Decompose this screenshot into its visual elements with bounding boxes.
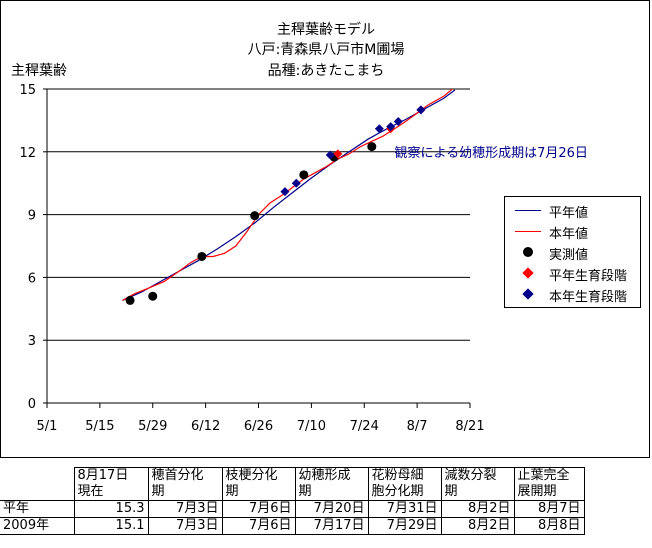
x-tick-label: 8/7 bbox=[407, 419, 428, 434]
growth-stage-table: 8月17日 現在 穂首分化期 枝梗分化期 幼穂形成期 花粉母細 胞分化期 減数分裂期… bbox=[0, 467, 585, 535]
series-line bbox=[122, 89, 454, 301]
x-tick-label: 7/10 bbox=[297, 419, 326, 434]
x-tick-label: 5/29 bbox=[138, 419, 167, 434]
header-cell-neck-node: 穂首分化期 bbox=[147, 467, 223, 501]
chart-title-line-2: 八戸:青森県八戸市M圃場 bbox=[248, 41, 405, 58]
row-label: 平年 bbox=[0, 500, 75, 518]
x-tick-label: 6/12 bbox=[191, 419, 220, 434]
legend-item-current-line: 本年値 bbox=[505, 221, 640, 242]
table-cell: 7月6日 bbox=[221, 517, 296, 535]
header-text: 穂首分化 bbox=[151, 468, 204, 484]
table-cell: 7月20日 bbox=[294, 500, 369, 518]
data-point-stage bbox=[374, 124, 384, 134]
header-cell-panicle-formation: 幼穂形成期 bbox=[294, 467, 369, 501]
table-cell: 7月31日 bbox=[367, 500, 442, 518]
legend-item-measured: 実測値 bbox=[505, 242, 640, 263]
header-text: 止葉完全 bbox=[517, 468, 570, 484]
data-point-measured bbox=[250, 211, 260, 221]
data-point-stage bbox=[416, 105, 426, 115]
table-cell: 8月2日 bbox=[440, 517, 515, 535]
table-cell: 8月7日 bbox=[513, 500, 585, 518]
legend-line-swatch bbox=[515, 210, 541, 211]
legend-label: 本年値 bbox=[549, 227, 589, 242]
x-tick-label: 7/24 bbox=[350, 419, 379, 434]
leaf-age-chart: 主稈葉齢モデル 八戸:青森県八戸市M圃場 品種:あきたこまち 主稈葉齢 0 3 6 9… bbox=[11, 21, 588, 434]
table-cell: 7月29日 bbox=[367, 517, 442, 535]
y-tick-label: 9 bbox=[28, 209, 36, 224]
chart-annotation: 観察による幼穂形成期は7月26日 bbox=[394, 146, 587, 161]
header-text: 現在 bbox=[77, 484, 104, 499]
header-text: 枝梗分化 bbox=[225, 468, 278, 484]
y-tick-label: 12 bbox=[19, 146, 36, 161]
legend-label: 平年生育段階 bbox=[549, 269, 628, 284]
header-text: 花粉母細 bbox=[371, 468, 424, 484]
legend-item-normal-stage: 平年生育段階 bbox=[505, 263, 640, 284]
data-point-stage bbox=[291, 178, 301, 188]
legend-circle-marker bbox=[523, 247, 533, 257]
table-cell: 7月6日 bbox=[221, 500, 296, 518]
legend-diamond-marker bbox=[522, 267, 534, 279]
header-text: 胞分化期 bbox=[371, 484, 424, 499]
legend: 平年値 本年値 実測値 平年生育段階 本年生育段階 bbox=[504, 196, 641, 308]
legend-item-current-stage: 本年生育段階 bbox=[505, 284, 640, 305]
y-axis-label: 主稈葉齢 bbox=[11, 63, 67, 79]
table-cell: 7月17日 bbox=[294, 517, 369, 535]
header-cell-flag-leaf: 止葉完全 展開期 bbox=[513, 467, 585, 501]
data-point-stage bbox=[333, 149, 343, 159]
y-tick-label: 0 bbox=[28, 397, 36, 412]
y-tick-label: 3 bbox=[28, 334, 36, 349]
x-tick-label: 5/15 bbox=[85, 419, 114, 434]
row-label: 2009年 bbox=[0, 517, 75, 535]
x-tick-label: 8/21 bbox=[455, 419, 484, 434]
table-cell: 7月3日 bbox=[147, 500, 223, 518]
y-tick-label: 15 bbox=[19, 83, 36, 98]
legend-diamond-marker bbox=[522, 288, 534, 300]
x-tick-label: 6/26 bbox=[244, 419, 273, 434]
header-text: 減数分裂 bbox=[444, 468, 497, 484]
header-cell-current-leaf-age: 8月17日 現在 bbox=[73, 467, 149, 501]
table-corner-cell bbox=[0, 468, 74, 501]
chart-title-line-1: 主稈葉齢モデル bbox=[277, 21, 375, 38]
header-text: 期 bbox=[151, 484, 165, 499]
legend-label: 平年値 bbox=[549, 206, 589, 221]
x-tick-label: 5/1 bbox=[37, 419, 58, 434]
table-cell: 7月3日 bbox=[147, 517, 223, 535]
header-text: 展開期 bbox=[517, 484, 557, 499]
header-cell-branch: 枝梗分化期 bbox=[221, 467, 296, 501]
chart-area: 主稈葉齢モデル 八戸:青森県八戸市M圃場 品種:あきたこまち 主稈葉齢 0 3 6 9… bbox=[0, 0, 650, 458]
table-cell: 15.3 bbox=[73, 500, 149, 518]
data-point-stage bbox=[386, 122, 396, 132]
data-point-stage bbox=[393, 116, 403, 126]
data-point-measured bbox=[125, 295, 135, 305]
header-text: 期 bbox=[298, 484, 312, 499]
table-header-row: 8月17日 現在 穂首分化期 枝梗分化期 幼穂形成期 花粉母細 胞分化期 減数分裂期… bbox=[0, 467, 585, 501]
table-row: 2009年 15.1 7月3日 7月6日 7月17日 7月29日 8月2日 8月… bbox=[0, 517, 585, 535]
y-tick-label: 6 bbox=[28, 271, 36, 286]
data-point-measured bbox=[367, 142, 377, 152]
legend-label: 本年生育段階 bbox=[549, 290, 628, 305]
data-point-stage bbox=[280, 187, 290, 197]
header-text: 期 bbox=[225, 484, 239, 499]
chart-title-line-3: 品種:あきたこまち bbox=[268, 63, 385, 79]
data-point-measured bbox=[197, 251, 207, 261]
header-cell-meiosis: 減数分裂期 bbox=[440, 467, 515, 501]
table-cell: 15.1 bbox=[73, 517, 149, 535]
data-point-measured bbox=[148, 291, 158, 301]
legend-label: 実測値 bbox=[549, 248, 589, 263]
data-point-stage bbox=[325, 150, 335, 160]
header-text: 8月17日 bbox=[77, 468, 129, 484]
legend-item-normal-line: 平年値 bbox=[505, 200, 640, 221]
header-text: 期 bbox=[444, 484, 458, 499]
table-row: 平年 15.3 7月3日 7月6日 7月20日 7月31日 8月2日 8月7日 bbox=[0, 500, 585, 518]
table-cell: 8月8日 bbox=[513, 517, 585, 535]
header-text: 幼穂形成 bbox=[298, 468, 351, 484]
data-point-measured bbox=[299, 170, 309, 180]
legend-line-swatch bbox=[515, 231, 541, 232]
table-cell: 8月2日 bbox=[440, 500, 515, 518]
header-cell-pollen-mother-cell: 花粉母細 胞分化期 bbox=[367, 467, 442, 501]
